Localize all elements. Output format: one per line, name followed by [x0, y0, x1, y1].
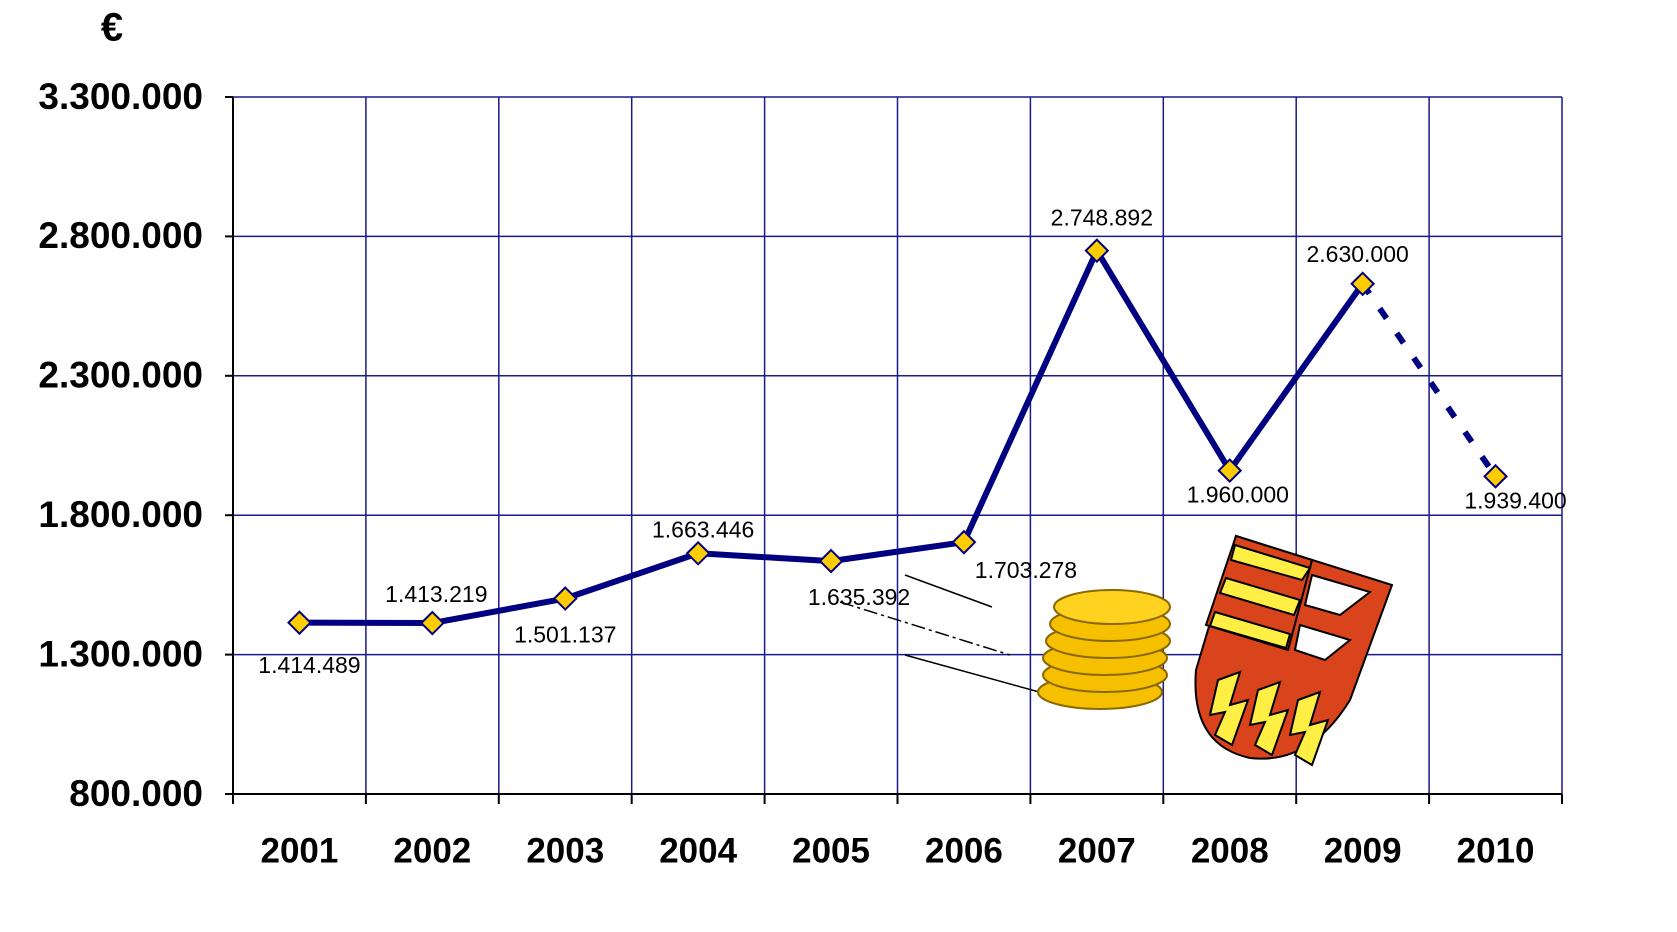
- value-label: 1.663.446: [652, 516, 754, 542]
- marker: [818, 548, 844, 574]
- y-tick-label: 1.300.000: [38, 633, 203, 674]
- value-label: 1.939.400: [1464, 487, 1566, 513]
- y-tick-label: 3.300.000: [38, 76, 203, 117]
- leader-line: [904, 654, 1051, 696]
- marker: [1084, 238, 1110, 264]
- value-label: 1.960.000: [1187, 482, 1289, 508]
- leader-line: [904, 574, 993, 608]
- value-label: 2.630.000: [1306, 241, 1408, 267]
- y-tick-label: 1.800.000: [38, 494, 203, 535]
- marker: [685, 540, 711, 566]
- coat-of-arms: [1194, 534, 1394, 767]
- marker: [552, 586, 578, 611]
- value-label: 2.748.892: [1051, 205, 1153, 231]
- value-label: 1.414.489: [258, 652, 360, 678]
- y-axis-label: €: [101, 6, 123, 50]
- x-tick-label: 2007: [1058, 831, 1136, 870]
- x-tick-label: 2009: [1324, 831, 1402, 870]
- value-label: 1.501.137: [514, 622, 616, 648]
- coins: [1037, 589, 1171, 710]
- marker: [1217, 458, 1243, 484]
- y-tick-label: 2.800.000: [38, 215, 203, 256]
- marker: [287, 610, 312, 636]
- value-label: 1.413.219: [385, 581, 487, 607]
- x-tick-label: 2010: [1457, 831, 1535, 870]
- x-tick-label: 2001: [261, 831, 339, 870]
- x-tick-label: 2006: [925, 831, 1003, 870]
- x-tick-label: 2003: [526, 831, 604, 870]
- y-tick-label: 2.300.000: [38, 355, 203, 396]
- line-series-dashed: [1360, 282, 1499, 479]
- leader-line: [839, 601, 1011, 656]
- value-label: 1.703.278: [975, 557, 1077, 583]
- marker: [419, 610, 445, 636]
- x-tick-label: 2005: [792, 831, 870, 870]
- y-tick-label: 800.000: [69, 773, 203, 814]
- decoration: [839, 534, 1394, 767]
- marker: [1350, 271, 1376, 297]
- x-tick-label: 2002: [393, 831, 471, 870]
- x-tick-label: 2008: [1191, 831, 1269, 870]
- marker: [951, 529, 977, 555]
- x-tick-label: 2004: [659, 831, 737, 870]
- value-label: 1.635.392: [808, 584, 910, 610]
- marker: [1483, 463, 1508, 489]
